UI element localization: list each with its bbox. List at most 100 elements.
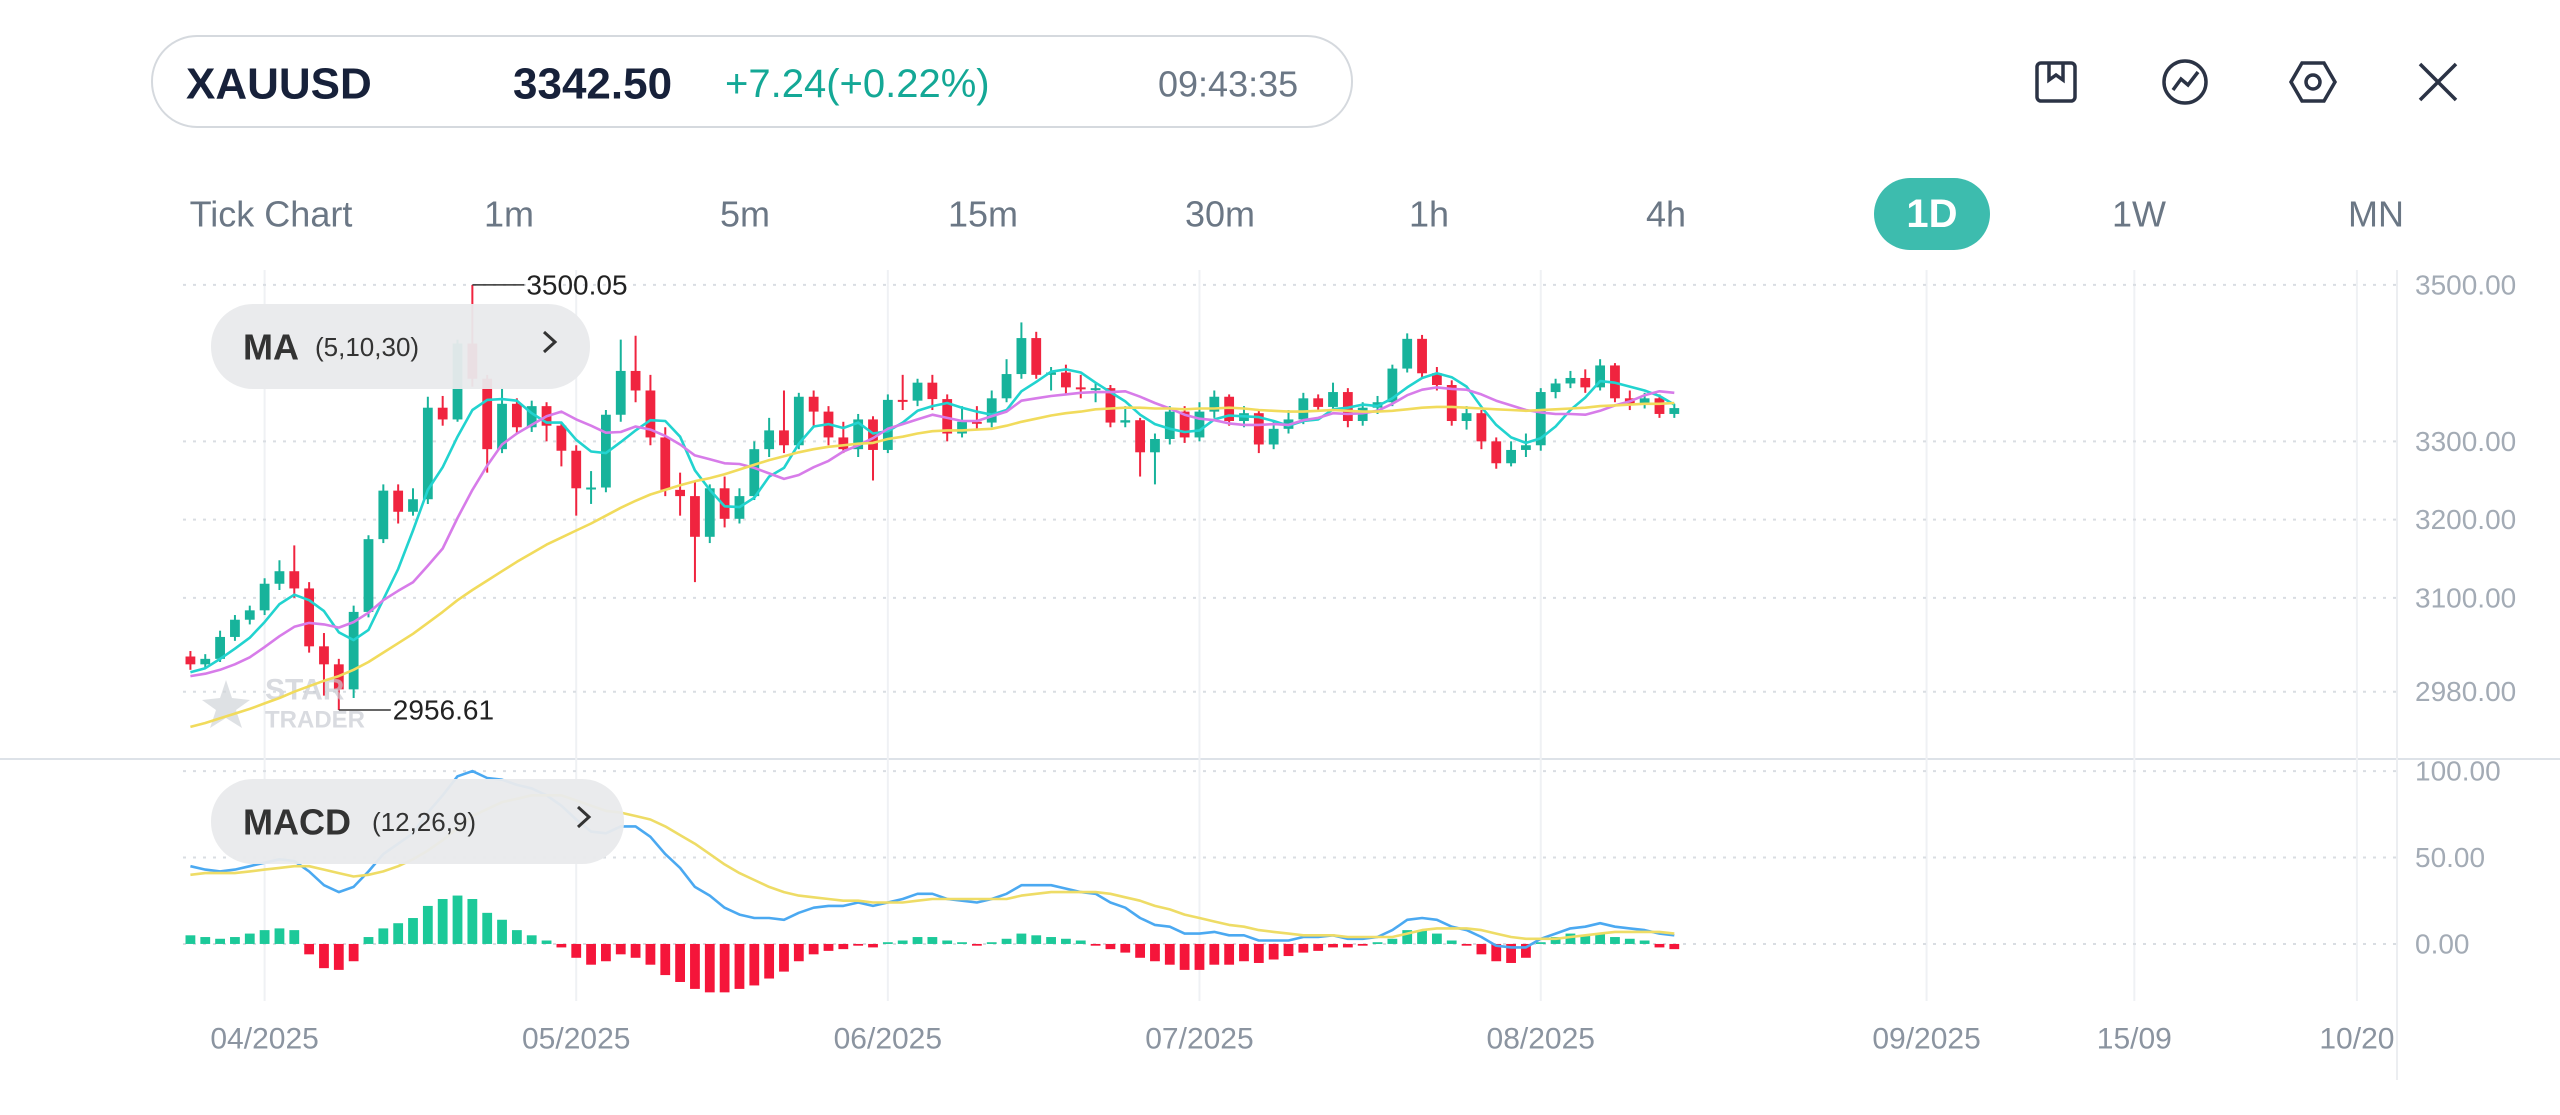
bookmark-icon[interactable] [2035,61,2077,103]
macd-bar [660,943,671,976]
macd-bar [1521,943,1531,958]
macd-bar [779,943,789,972]
macd-bar [1179,943,1190,970]
close-icon[interactable] [2418,62,2458,102]
candle-body [1031,338,1042,375]
indicator-icon[interactable] [2162,59,2208,105]
macd-bar [1669,943,1680,950]
macd-bar [378,928,389,944]
macd-bar [1135,943,1146,958]
candle-body [319,646,329,665]
candle-body [437,407,448,420]
macd-bar [645,943,656,965]
candle-body [1654,398,1665,414]
timeframe[interactable]: 15m [948,194,1018,235]
candle-body [690,496,700,537]
y-tick-label: 0.00 [2415,928,2470,959]
candle-body [1565,377,1576,384]
timeframe[interactable]: 1h [1409,194,1449,235]
candle-body [497,403,507,450]
indicator-line [190,386,1675,678]
macd-bar [1105,943,1116,950]
candle-body [779,430,789,446]
macd-bar [1535,942,1546,944]
macd-bar [1075,940,1086,944]
x-tick-label: 10/20 [2319,1023,2394,1056]
macd-bar [1446,940,1457,944]
timeframe-active[interactable] [1874,178,1990,250]
macd-bar [868,943,878,948]
y-tick-label: 3200.00 [2415,504,2516,535]
candle-body [1461,413,1472,422]
y-tick-label: 3300.00 [2415,426,2516,457]
macd-bar [1610,937,1620,944]
macd-bar [586,943,596,965]
candle-body [1075,387,1086,390]
candle-body [511,403,522,428]
macd-bar [986,942,997,944]
candle-body [912,382,923,401]
macd-bar [1150,943,1160,962]
macd-bar [333,943,344,970]
x-tick-label: 04/2025 [210,1023,318,1056]
candle-body [1550,383,1561,393]
ma-pill[interactable]: MA (5,10,30) [211,304,590,389]
macd-bar [942,940,953,944]
candle-body [1595,365,1606,388]
extreme-label: 3500.05 [526,269,627,300]
macd-bar [1209,943,1220,965]
indicator-name: MACD [243,802,351,843]
timeframe[interactable]: Tick Chart [190,194,353,235]
macd-bar [185,935,196,944]
macd-bar [1431,933,1442,944]
candle-body [615,370,626,415]
macd-bar [793,943,804,962]
candle-body [1135,420,1146,453]
candle-body [1046,372,1056,375]
timeframe[interactable]: 1W [2112,194,2166,235]
macd-pill[interactable]: MACD (12,26,9) [211,779,624,864]
candle-body [1387,368,1398,403]
macd-bar [675,943,686,982]
macd-bar [1298,943,1309,953]
timeframe[interactable]: 4h [1646,194,1686,235]
timeframe[interactable]: MN [2348,194,2404,235]
candle-body [1120,420,1131,423]
candle-body [1580,377,1591,388]
macd-bar [719,943,730,993]
timeframe[interactable]: 30m [1185,194,1255,235]
candle-body [1491,441,1502,464]
candle-body [675,489,686,497]
extreme-label: 2956.61 [393,695,494,726]
settings-icon[interactable] [2288,61,2338,103]
symbol-pill[interactable] [151,35,1353,128]
macd-bar [1357,943,1368,946]
macd-bar [452,895,463,944]
candle-body [1431,373,1442,386]
candle-body [348,611,359,690]
price-change: +7.24(+0.22%) [725,62,990,106]
candle-body [408,499,418,512]
candle-body [1298,398,1309,420]
y-tick-label: 50.00 [2415,842,2485,873]
macd-bar [1550,937,1561,944]
timeframe[interactable]: 1m [484,194,534,235]
candle-body [882,399,893,450]
macd-bar [764,943,775,979]
candle-body [1506,449,1516,464]
macd-bar [1194,943,1205,970]
macd-bar [1253,943,1264,963]
symbol: XAUUSD [186,60,372,109]
macd-bar [1342,943,1353,948]
candle-body [259,583,270,611]
timeframe[interactable]: 1D [1906,192,1957,236]
macd-bar [511,930,522,944]
candle-body [185,656,196,665]
macd-bar [971,943,982,946]
candle-body [793,396,804,446]
macd-bar [422,905,433,944]
timeframe[interactable]: 5m [720,194,770,235]
clock: 09:43:35 [1158,64,1298,105]
macd-bar [897,940,908,944]
